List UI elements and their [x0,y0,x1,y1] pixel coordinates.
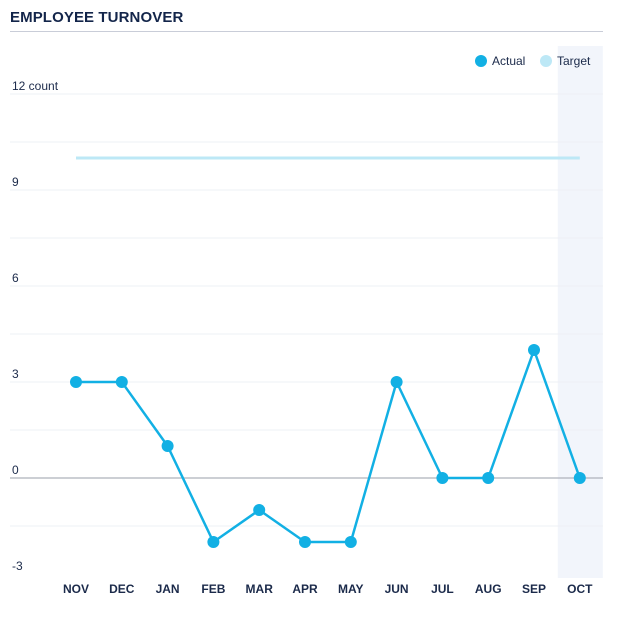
y-tick-label: 6 [12,271,19,285]
y-tick-label: 3 [12,367,19,381]
x-tick-label-aug: AUG [475,582,502,596]
y-tick-label: 9 [12,175,19,189]
data-point-actual-feb [207,536,220,548]
x-tick-label-may: MAY [338,582,364,596]
data-point-actual-jul [436,472,449,484]
data-point-actual-may [344,536,357,548]
x-tick-label-apr: APR [292,582,318,596]
data-point-actual-nov [70,376,82,388]
x-tick-label-jul: JUL [431,582,454,596]
x-tick-label-jan: JAN [156,582,180,596]
data-point-actual-jan [161,440,174,452]
legend-marker-actual [475,55,487,67]
data-point-actual-aug [482,472,495,484]
legend: Actual Target [475,54,591,68]
y-tick-label: 12 count [12,79,59,93]
highlight-band-oct [557,46,603,578]
legend-label-actual: Actual [492,54,525,68]
x-tick-label-oct: OCT [567,582,593,596]
x-tick-label-nov: NOV [63,582,89,596]
legend-marker-target [540,55,552,67]
data-point-actual-oct [573,472,586,484]
x-tick-label-feb: FEB [201,582,225,596]
x-tick-label-mar: MAR [246,582,274,596]
data-point-actual-apr [299,536,311,548]
chart-title: EMPLOYEE TURNOVER [10,9,184,26]
title-divider [10,31,603,32]
x-tick-label-dec: DEC [109,582,135,596]
data-point-actual-mar [253,504,266,516]
data-point-actual-sep [528,344,540,356]
y-tick-label: 0 [12,463,19,477]
x-tick-label-sep: SEP [522,582,546,596]
x-tick-label-jun: JUN [385,582,409,596]
legend-label-target: Target [557,54,591,68]
series-line-actual [76,348,581,544]
data-point-actual-jun [390,376,403,388]
data-point-actual-dec [115,376,128,388]
y-tick-label: -3 [12,559,23,573]
